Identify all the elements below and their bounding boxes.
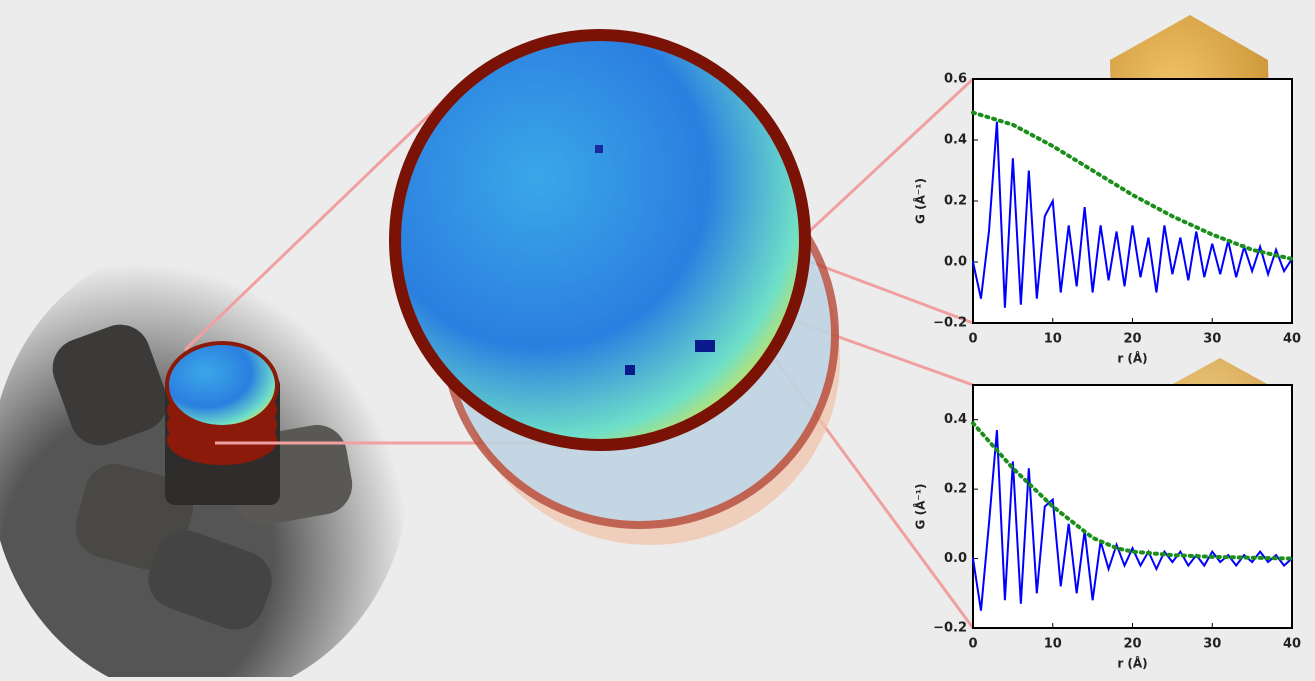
x-tick-label: 40 (1283, 637, 1301, 652)
x-tick-label: 10 (1044, 637, 1062, 652)
y-tick-label: 0.4 (944, 133, 967, 148)
x-axis-label: r (Å) (1117, 351, 1147, 366)
y-tick-label: 0.2 (944, 194, 967, 209)
x-tick-label: 20 (1123, 332, 1141, 347)
x-tick-label: 30 (1203, 637, 1221, 652)
y-tick-label: −0.2 (933, 316, 967, 331)
y-tick-label: 0.6 (944, 72, 967, 87)
figure: 0 10 20 30 40 −0.2 0.0 0.2 0.4 0.6 r (Å) G (Å⁻¹) 0 10… (0, 0, 1315, 677)
y-axis-label: G (Å⁻¹) (913, 178, 928, 224)
x-tick-label: 40 (1283, 332, 1301, 347)
x-tick-label: 0 (968, 332, 977, 347)
x-tick-label: 0 (968, 637, 977, 652)
y-tick-label: 0.0 (944, 551, 967, 566)
y-tick-label: 0.2 (944, 482, 967, 497)
x-tick-label: 30 (1203, 332, 1221, 347)
y-tick-label: 0.4 (944, 412, 967, 427)
y-axis-label: G (Å⁻¹) (913, 484, 928, 530)
x-tick-label: 20 (1123, 637, 1141, 652)
y-tick-label: −0.2 (933, 621, 967, 636)
small-disks (167, 343, 277, 465)
x-axis-label: r (Å) (1117, 656, 1147, 671)
x-tick-label: 10 (1044, 332, 1062, 347)
y-tick-label: 0.0 (944, 255, 967, 270)
